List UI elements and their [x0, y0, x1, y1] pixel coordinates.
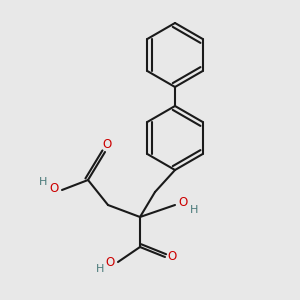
Text: O: O	[105, 256, 115, 269]
Text: H: H	[39, 177, 47, 187]
Text: O: O	[167, 250, 177, 262]
Text: H: H	[96, 264, 104, 274]
Text: H: H	[190, 205, 198, 215]
Text: O: O	[102, 137, 112, 151]
Text: O: O	[178, 196, 188, 209]
Text: O: O	[50, 182, 58, 194]
